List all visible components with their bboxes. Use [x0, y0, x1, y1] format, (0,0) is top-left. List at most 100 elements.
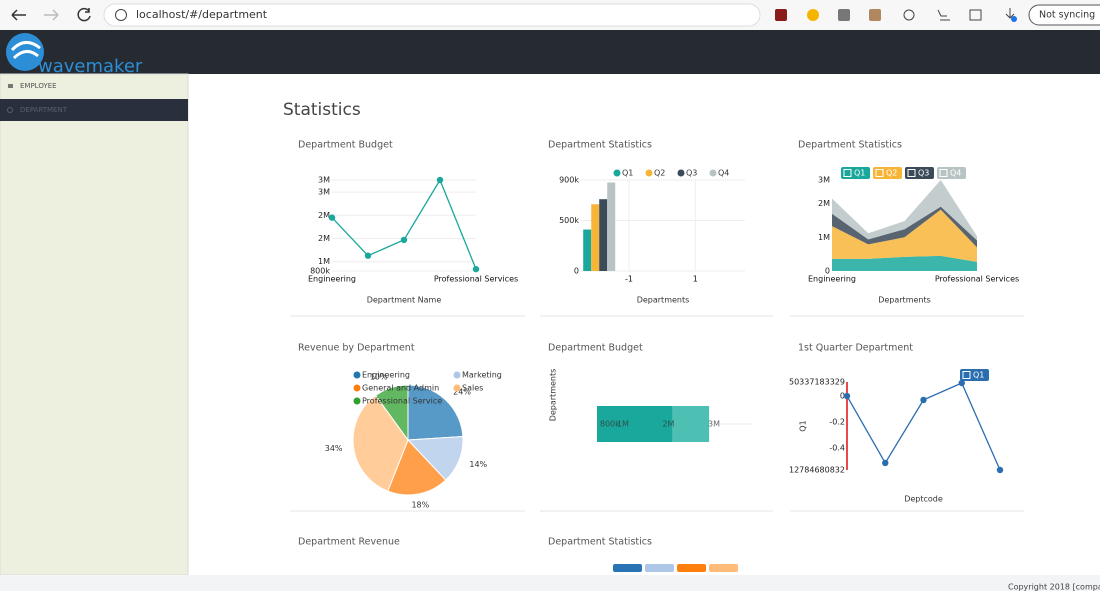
logo-text[interactable]: wavemaker	[38, 56, 143, 77]
legend-chip[interactable]	[613, 564, 642, 572]
legend-marker[interactable]	[353, 371, 361, 379]
x-tick-label: Professional Services	[935, 275, 1019, 284]
bar[interactable]	[597, 406, 673, 442]
bar[interactable]	[591, 204, 600, 271]
pie-slice[interactable]	[407, 384, 464, 441]
site-icon	[115, 9, 127, 21]
panel-title: Department Revenue	[298, 537, 400, 548]
url-text: localhost/#/department	[136, 8, 268, 21]
x-axis-title: Departments	[878, 296, 931, 305]
y-tick-label: 2M	[318, 211, 330, 220]
back-button[interactable]	[11, 9, 26, 21]
bar[interactable]	[607, 182, 616, 271]
series-line	[846, 382, 1001, 471]
panel-title: 1st Quarter Department	[798, 343, 913, 354]
download-badge	[1011, 16, 1017, 22]
x-tick-label: 3M	[708, 420, 720, 429]
page-title: Statistics	[283, 100, 361, 120]
pie-slice[interactable]	[352, 394, 409, 492]
y-tick-label: 0	[574, 267, 579, 276]
slice-label: 24%	[453, 387, 471, 396]
nav-item-active[interactable]	[0, 99, 188, 121]
legend-label: Sales	[462, 384, 483, 393]
y-tick-label: 2M	[318, 234, 330, 243]
data-point[interactable]	[364, 252, 372, 259]
y-tick-label: -0.2	[829, 418, 845, 427]
data-point[interactable]	[958, 379, 965, 387]
legend-marker[interactable]	[353, 384, 361, 392]
extension-icon[interactable]	[838, 9, 850, 21]
data-point[interactable]	[882, 459, 889, 467]
legend-label: Q3	[918, 169, 929, 178]
legend-chip[interactable]	[645, 564, 674, 572]
legend-marker[interactable]	[677, 169, 685, 177]
slice-label: 34%	[325, 444, 343, 453]
data-point[interactable]	[400, 236, 408, 244]
address-bar[interactable]	[103, 3, 761, 27]
sync-text: Not syncing	[1039, 10, 1095, 21]
panel-title: Department Budget	[298, 140, 393, 151]
slice-label: 10%	[370, 373, 388, 382]
nav-item[interactable]: EMPLOYEE	[20, 82, 57, 90]
legend-checkbox	[843, 169, 852, 177]
app-header	[0, 30, 1100, 74]
download-icon[interactable]	[1005, 8, 1015, 19]
legend-marker[interactable]	[453, 384, 461, 392]
extension-icon[interactable]	[869, 9, 881, 21]
y-tick-label: 800k	[310, 267, 330, 276]
reload-button[interactable]	[77, 7, 91, 22]
y-tick-label: 900k	[559, 176, 579, 185]
legend-marker[interactable]	[613, 169, 621, 177]
y-tick-label: 2M	[818, 199, 830, 208]
footer	[0, 575, 1100, 591]
legend-chip[interactable]	[677, 564, 706, 572]
data-point[interactable]	[436, 176, 444, 184]
toolbar-icon[interactable]	[903, 9, 915, 21]
extension-icon[interactable]	[775, 9, 787, 21]
extension-icon[interactable]	[807, 9, 819, 21]
pie-slice[interactable]	[387, 439, 447, 496]
legend-checkbox	[939, 169, 948, 177]
forward-button[interactable]	[44, 9, 59, 21]
x-tick-label: Engineering	[808, 275, 856, 284]
legend-label: Engineering	[362, 371, 410, 380]
panel-title: Department Statistics	[548, 140, 652, 151]
legend-marker[interactable]	[353, 397, 361, 405]
data-point[interactable]	[996, 466, 1004, 474]
nav-icon	[8, 84, 13, 88]
toolbar-icon[interactable]	[969, 9, 982, 21]
nav-icon	[7, 107, 13, 113]
legend-label: Q2	[654, 169, 665, 178]
data-point[interactable]	[328, 214, 336, 221]
legend-chip[interactable]	[709, 564, 738, 572]
pie-slice[interactable]	[374, 384, 409, 442]
sidebar	[0, 73, 189, 576]
legend-label: General and Admin	[362, 384, 439, 393]
y-tick-label: 0	[840, 392, 845, 401]
legend-label: Q1	[854, 169, 865, 178]
bar[interactable]	[599, 199, 608, 271]
x-tick-label: 800k	[600, 420, 620, 429]
y-tick-label: -0.4	[829, 444, 845, 453]
sync-button[interactable]	[1028, 4, 1100, 26]
x-axis-title: Deptcode	[904, 495, 943, 504]
legend-marker[interactable]	[645, 169, 653, 177]
data-point[interactable]	[843, 392, 851, 400]
legend-marker[interactable]	[453, 371, 461, 379]
legend-label: Q2	[886, 169, 897, 178]
bar[interactable]	[583, 229, 592, 271]
nav-item[interactable]: DEPARTMENT	[20, 106, 68, 114]
legend-marker[interactable]	[709, 169, 717, 177]
y-tick-label: 3M	[318, 176, 330, 185]
area-band	[832, 209, 977, 262]
x-tick-label: Professional Services	[434, 275, 518, 284]
data-point[interactable]	[472, 265, 480, 273]
y-tick-label: 500k	[559, 216, 579, 225]
toolbar-icon[interactable]	[937, 9, 950, 21]
data-point[interactable]	[920, 396, 927, 404]
panel-title: Department Budget	[548, 343, 643, 354]
panel-title: Revenue by Department	[298, 343, 415, 354]
x-tick-label: 1	[693, 275, 698, 284]
legend-checkbox	[907, 169, 916, 177]
